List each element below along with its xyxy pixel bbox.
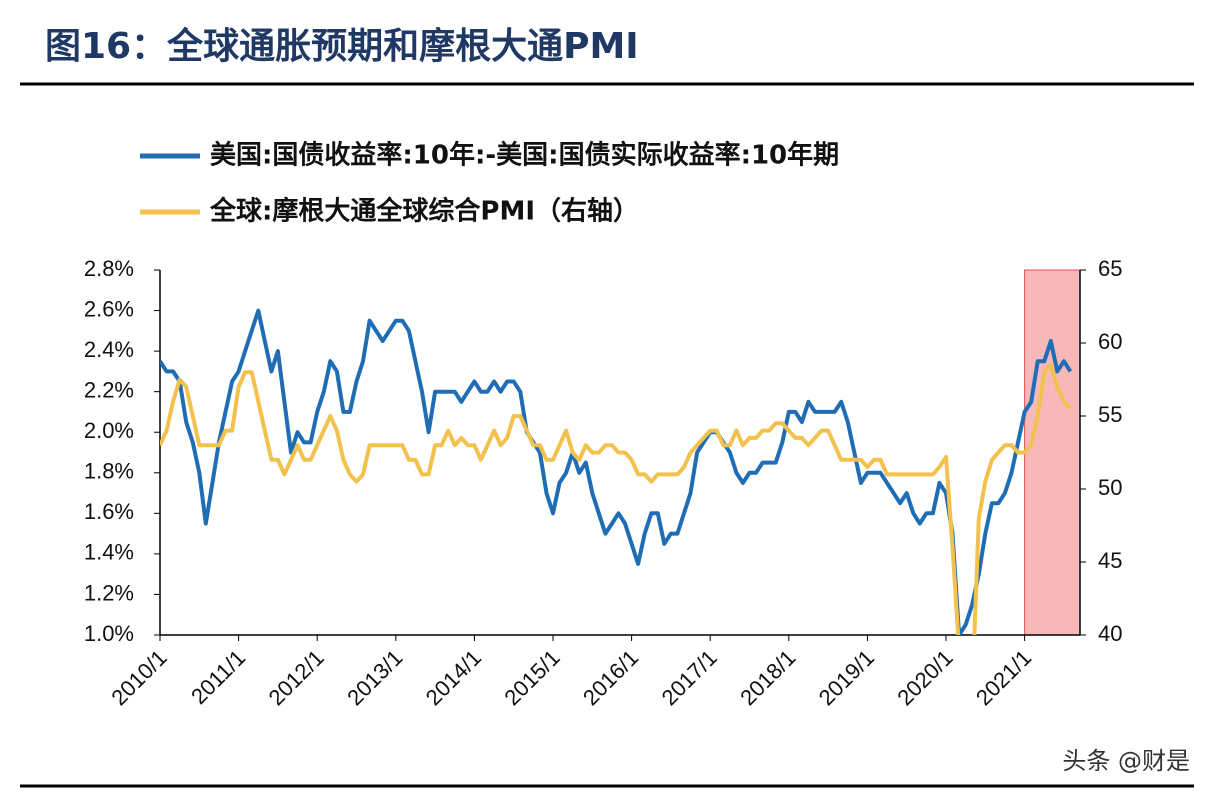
legend-label: 美国:国债收益率:10年:-美国:国债实际收益率:10年期 [210,140,839,171]
y2-tick-label: 45 [1098,548,1122,573]
legend-label: 全球:摩根大通全球综合PMI（右轴） [209,196,639,227]
x-tick-label: 2017/1 [657,645,722,710]
series-line [160,308,1073,635]
y-tick-label: 2.6% [84,296,134,321]
x-tick-label: 2016/1 [578,645,643,710]
series-line [160,362,1072,635]
y2-tick-label: 55 [1098,402,1122,427]
x-tick-label: 2019/1 [814,645,879,710]
y2-tick-label: 60 [1098,329,1122,354]
x-tick-label: 2014/1 [421,645,486,710]
watermark: 头条 @财是 [1062,747,1190,775]
y-tick-label: 1.0% [84,621,134,646]
y-tick-label: 2.8% [84,256,134,281]
y-tick-label: 2.4% [84,337,134,362]
y-tick-label: 1.4% [84,540,134,565]
x-tick-label: 2011/1 [186,645,250,709]
y-tick-label: 1.2% [84,580,134,605]
highlight-region [1024,269,1081,636]
y-tick-label: 2.0% [84,418,134,443]
x-tick-label: 2021/1 [971,645,1036,710]
plot-area [160,308,1073,635]
x-tick-label: 2010/1 [106,645,171,710]
y-tick-label: 1.8% [84,459,134,484]
y2-tick-label: 50 [1098,475,1122,500]
x-tick-label: 2020/1 [892,645,957,710]
y2-tick-label: 40 [1098,621,1122,646]
x-tick-label: 2012/1 [264,645,329,710]
x-tick-label: 2018/1 [735,645,800,710]
y2-tick-label: 65 [1098,256,1122,281]
chart-title: 图16：全球通胀预期和摩根大通PMI [45,25,639,67]
x-tick-label: 2015/1 [499,645,564,710]
y-tick-label: 1.6% [84,499,134,524]
y-tick-label: 2.2% [84,377,134,402]
x-tick-label: 2013/1 [342,645,407,710]
